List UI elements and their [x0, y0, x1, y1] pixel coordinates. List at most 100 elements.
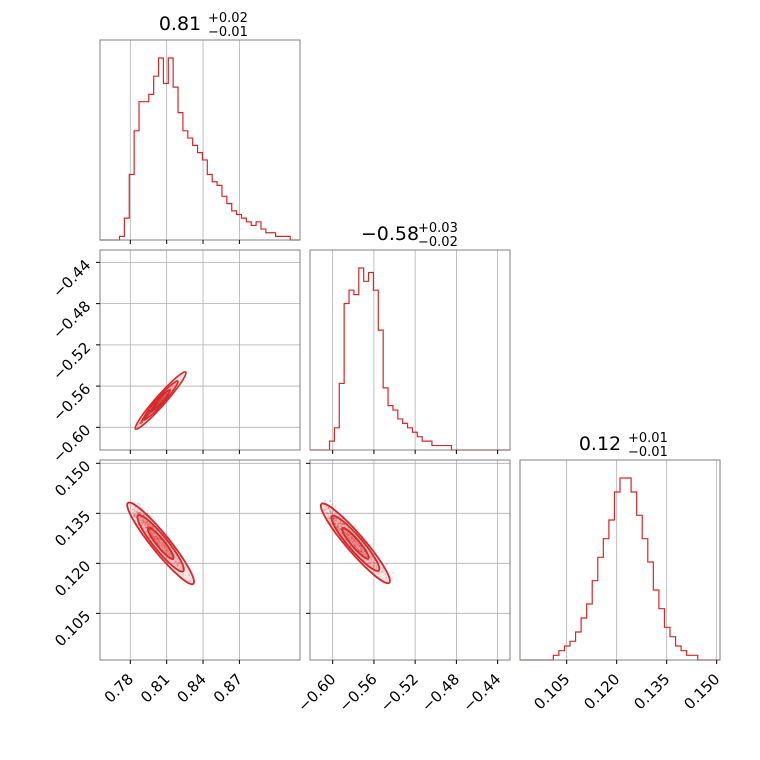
scatter-point [148, 412, 151, 415]
scatter-point [139, 517, 142, 520]
scatter-point [167, 550, 170, 552]
scatter-point [146, 414, 148, 417]
scatter-point [153, 537, 156, 540]
scatter-point [327, 517, 330, 520]
y-tick-label: −0.60 [49, 421, 94, 466]
scatter-point [333, 516, 336, 519]
scatter-point [357, 544, 360, 547]
scatter-point [362, 551, 365, 554]
scatter-point [362, 552, 365, 555]
x-tick-label: −0.56 [336, 670, 381, 715]
scatter-point [380, 571, 383, 574]
scatter-point [145, 414, 148, 417]
scatter-point [157, 401, 160, 404]
scatter-point [178, 561, 181, 564]
scatter-point [133, 515, 136, 518]
scatter-point [144, 417, 147, 419]
scatter-point [145, 416, 147, 419]
scatter-point [331, 512, 334, 515]
scatter-point [351, 539, 353, 541]
scatter-point [138, 512, 140, 514]
scatter-point [327, 517, 330, 520]
scatter-point [139, 421, 142, 424]
y-tick-label: −0.52 [49, 338, 94, 383]
scatter-point [360, 547, 362, 550]
scatter-point [156, 402, 159, 405]
scatter-point [327, 512, 330, 515]
hist-title: −0.58 [361, 223, 419, 245]
scatter-point [145, 520, 148, 523]
scatter-point [159, 400, 161, 403]
scatter-point [169, 552, 171, 555]
scatter-point [385, 576, 388, 579]
scatter-point [146, 415, 148, 417]
x-tick-label: 0.150 [680, 670, 723, 713]
scatter-point [142, 520, 145, 522]
scatter-point [144, 522, 147, 525]
scatter-point [158, 400, 161, 403]
scatter-point [339, 528, 342, 531]
hist-frame [519, 459, 721, 661]
scatter-point [347, 534, 350, 537]
scatter-point [139, 422, 142, 424]
scatter-point [356, 545, 359, 548]
scatter-point [140, 420, 143, 423]
scatter-point [156, 542, 159, 545]
scatter-point [152, 532, 154, 535]
scatter-point [351, 535, 354, 538]
scatter-point [155, 404, 158, 407]
scatter-point [143, 524, 146, 527]
hist-title-plus: +0.03 [418, 221, 458, 236]
scatter-point [149, 411, 152, 414]
scatter-point [135, 510, 138, 513]
scatter-point [347, 534, 350, 536]
scatter-point [334, 518, 337, 521]
scatter-point [386, 580, 388, 583]
scatter-point [368, 558, 371, 561]
scatter-point [373, 564, 375, 567]
scatter-point [160, 544, 163, 546]
scatter-point [156, 541, 159, 544]
scatter-point [140, 512, 143, 515]
scatter-point [359, 550, 362, 553]
scatter-point [174, 560, 177, 563]
scatter-point [336, 525, 339, 527]
scatter-point [148, 411, 150, 414]
scatter-point [158, 539, 161, 542]
scatter-point [347, 533, 350, 536]
scatter-point [140, 519, 143, 521]
contour-level [134, 371, 187, 431]
scatter-point [342, 523, 344, 526]
scatter-point [329, 511, 332, 514]
scatter-point [148, 411, 151, 413]
hist-panel-0: 0.81 +0.02−0.01 [99, 11, 301, 244]
contour-level [146, 526, 175, 560]
scatter-point [160, 398, 163, 400]
scatter-point [155, 404, 157, 407]
x-tick-label: 0.81 [137, 670, 173, 706]
scatter-point [142, 517, 145, 520]
scatter-point [346, 535, 349, 538]
scatter-point [144, 526, 147, 529]
scatter-point [156, 536, 159, 539]
scatter-point [149, 524, 152, 527]
scatter-point [338, 515, 341, 518]
scatter-point [152, 526, 154, 528]
scatter-point [354, 544, 357, 546]
scatter-point [137, 508, 140, 511]
scatter-point [144, 416, 147, 419]
scatter-point [163, 544, 166, 547]
scatter-point [345, 533, 348, 535]
scatter-point [329, 510, 332, 513]
scatter-point [159, 541, 161, 544]
scatter-point [140, 422, 143, 425]
scatter-point [333, 519, 336, 522]
scatter-point [329, 500, 331, 503]
scatter-point [343, 524, 346, 527]
scatter-point [328, 509, 331, 511]
scatter-point [133, 510, 136, 513]
scatter-point [146, 521, 149, 524]
scatter-point [347, 536, 350, 539]
scatter-point [158, 400, 161, 403]
scatter-point [167, 552, 170, 554]
